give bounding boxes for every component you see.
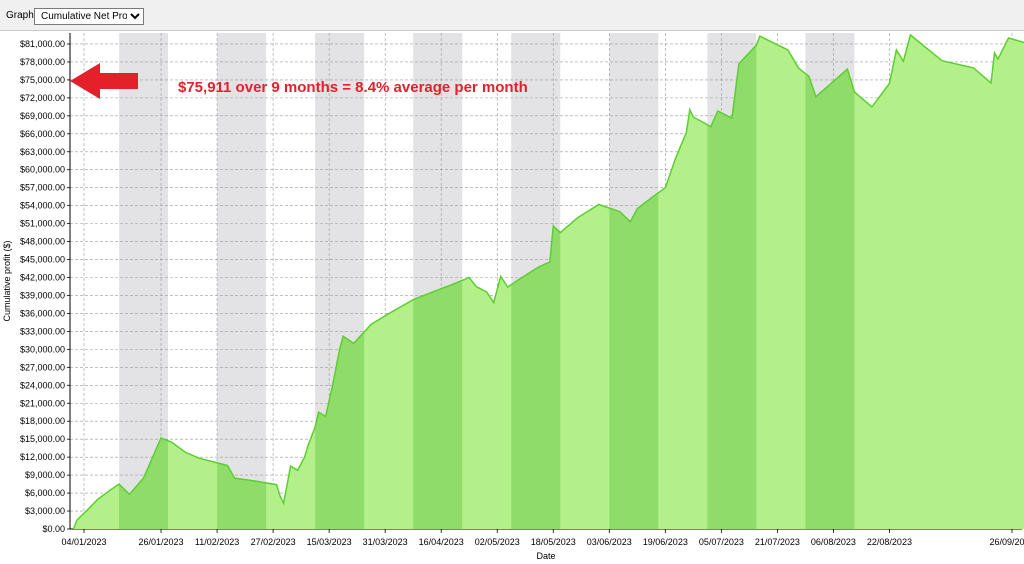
red-arrow-icon <box>70 63 138 99</box>
x-axis-title: Date <box>536 551 555 561</box>
y-tick-label: $0.00 <box>42 524 65 534</box>
x-tick-label: 05/07/2023 <box>699 537 744 547</box>
chart-area: $0.00 $3,000.00 $6,000.00 $9,000.00 $12,000.… <box>0 31 1024 564</box>
y-tick-label: $12,000.00 <box>20 452 65 462</box>
x-tick-label: 26/09/2023 <box>989 537 1024 547</box>
y-tick-label: $18,000.00 <box>20 416 65 426</box>
y-tick-label: $45,000.00 <box>20 255 65 265</box>
x-tick-label: 03/06/2023 <box>587 537 632 547</box>
x-tick-label: 02/05/2023 <box>475 537 520 547</box>
y-tick-label: $63,000.00 <box>20 147 65 157</box>
x-tick-label: 22/08/2023 <box>867 537 912 547</box>
graph-type-select[interactable]: Cumulative Net Profit <box>34 8 144 25</box>
y-tick-label: $15,000.00 <box>20 434 65 444</box>
y-tick-label: $27,000.00 <box>20 362 65 372</box>
y-axis-ticks: $0.00 $3,000.00 $6,000.00 $9,000.00 $12,000.… <box>20 39 70 534</box>
x-tick-label: 21/07/2023 <box>755 537 800 547</box>
x-tick-label: 26/01/2023 <box>139 537 184 547</box>
y-tick-label: $9,000.00 <box>25 470 65 480</box>
x-tick-label: 19/06/2023 <box>643 537 688 547</box>
y-tick-label: $57,000.00 <box>20 183 65 193</box>
y-tick-label: $69,000.00 <box>20 111 65 121</box>
annotation-text: $75,911 over 9 months = 8.4% average per… <box>178 79 528 96</box>
y-tick-label: $33,000.00 <box>20 326 65 336</box>
x-tick-label: 11/02/2023 <box>195 537 239 547</box>
y-tick-label: $24,000.00 <box>20 380 65 390</box>
arrow-shape <box>70 63 138 99</box>
x-tick-label: 31/03/2023 <box>363 537 408 547</box>
y-axis-title: Cumulative profit ($) <box>2 240 12 321</box>
x-tick-label: 15/03/2023 <box>307 537 352 547</box>
y-tick-label: $54,000.00 <box>20 201 65 211</box>
shade-band <box>217 33 267 529</box>
y-tick-label: $81,000.00 <box>20 39 65 49</box>
x-tick-label: 18/05/2023 <box>531 537 576 547</box>
y-tick-label: $6,000.00 <box>25 488 65 498</box>
y-tick-label: $39,000.00 <box>20 290 65 300</box>
graph-toolbar: Graph Cumulative Net Profit <box>0 0 1024 31</box>
y-tick-label: $72,000.00 <box>20 93 65 103</box>
y-tick-label: $78,000.00 <box>20 57 65 67</box>
y-tick-label: $21,000.00 <box>20 398 65 408</box>
y-tick-label: $48,000.00 <box>20 237 65 247</box>
y-tick-label: $36,000.00 <box>20 308 65 318</box>
x-tick-label: 06/08/2023 <box>811 537 856 547</box>
profit-line <box>72 33 1024 530</box>
y-tick-label: $75,000.00 <box>20 75 65 85</box>
x-tick-label: 04/01/2023 <box>61 537 106 547</box>
y-tick-label: $3,000.00 <box>25 506 65 516</box>
x-tick-label: 27/02/2023 <box>251 537 296 547</box>
y-tick-label: $66,000.00 <box>20 129 65 139</box>
graph-label: Graph <box>6 10 34 21</box>
y-tick-label: $42,000.00 <box>20 273 65 283</box>
cumulative-profit-chart: $0.00 $3,000.00 $6,000.00 $9,000.00 $12,000.… <box>2 33 1024 561</box>
y-tick-label: $30,000.00 <box>20 344 65 354</box>
y-tick-label: $60,000.00 <box>20 165 65 175</box>
y-tick-label: $51,000.00 <box>20 219 65 229</box>
x-axis-ticks: 04/01/2023 26/01/2023 11/02/2023 27/02/2023… <box>61 529 1024 547</box>
x-tick-label: 16/04/2023 <box>419 537 464 547</box>
